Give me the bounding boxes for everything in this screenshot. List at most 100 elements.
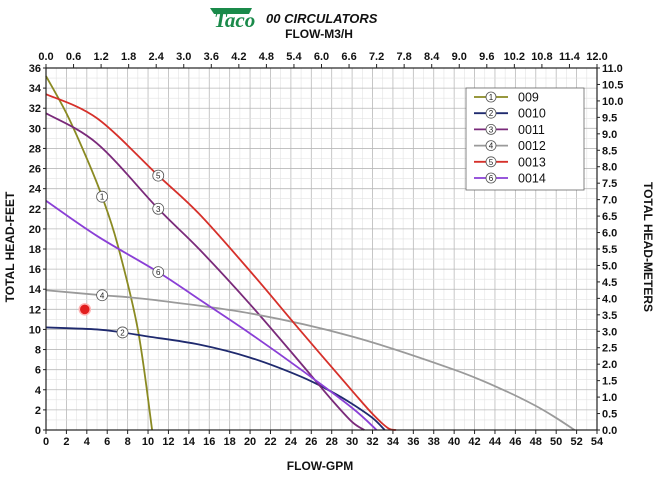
curve-marker-label: 4 bbox=[100, 291, 105, 300]
y2-tick-label: 9.0 bbox=[602, 129, 617, 141]
y-tick-label: 24 bbox=[29, 184, 42, 196]
curve-marker-0013 bbox=[152, 169, 165, 182]
legend-label: 0014 bbox=[518, 172, 546, 186]
x2-axis-title: FLOW-M3/H bbox=[285, 27, 353, 41]
series-line-0012 bbox=[45, 289, 576, 431]
x2-tick-label: 2.4 bbox=[149, 51, 165, 63]
x-tick-label: 48 bbox=[530, 436, 542, 448]
curve-marker-0011 bbox=[152, 202, 165, 215]
plot-border bbox=[45, 67, 598, 431]
operating-point bbox=[78, 303, 92, 316]
x-tick-label: 20 bbox=[244, 436, 256, 448]
series-line-0014 bbox=[45, 199, 378, 431]
x-tick-label: 32 bbox=[366, 436, 378, 448]
x-tick-label: 38 bbox=[428, 436, 440, 448]
x-axis-ticks: 0 2 4 6 8 10 12 14 16 18 20 22 24 26 28 30 32 34 36 38 40 42 4… bbox=[43, 430, 604, 448]
legend-marker bbox=[485, 172, 497, 184]
y2-tick-label: 7.5 bbox=[602, 178, 617, 190]
x2-tick-label: 8.4 bbox=[424, 51, 440, 63]
legend-marker bbox=[485, 107, 497, 119]
x2-tick-label: 9.0 bbox=[452, 51, 467, 63]
curve-marker-0012 bbox=[96, 289, 109, 302]
y2-tick-label: 3.0 bbox=[602, 326, 617, 338]
curve-marker-0010 bbox=[116, 326, 129, 339]
x-tick-label: 52 bbox=[570, 436, 582, 448]
x-tick-label: 44 bbox=[489, 436, 502, 448]
x-tick-label: 22 bbox=[264, 436, 276, 448]
x2-tick-label: 6.0 bbox=[314, 51, 329, 63]
x2-tick-label: 7.8 bbox=[397, 51, 412, 63]
x-tick-label: 30 bbox=[346, 436, 358, 448]
legend-box bbox=[465, 87, 585, 191]
x-tick-label: 24 bbox=[285, 436, 298, 448]
legend-marker bbox=[485, 140, 497, 152]
x2-tick-label: 4.8 bbox=[259, 51, 274, 63]
y2-tick-label: 6.5 bbox=[602, 211, 617, 223]
legend-label: 0013 bbox=[518, 155, 546, 169]
x2-tick-label: 4.2 bbox=[231, 51, 246, 63]
x2-tick-label: 3.0 bbox=[176, 51, 191, 63]
y2-tick-label: 11.0 bbox=[602, 63, 623, 75]
legend-marker-label: 3 bbox=[489, 125, 494, 134]
x-tick-label: 4 bbox=[84, 436, 91, 448]
legend-marker-label: 2 bbox=[489, 109, 494, 118]
y2-tick-label: 5.5 bbox=[602, 244, 617, 256]
y2-tick-label: 0.0 bbox=[602, 425, 617, 437]
y2-tick-label: 2.5 bbox=[602, 343, 617, 355]
x2-tick-label: 0.0 bbox=[38, 51, 53, 63]
y-tick-label: 22 bbox=[29, 204, 41, 216]
y-tick-label: 8 bbox=[35, 345, 41, 357]
y-tick-label: 36 bbox=[29, 63, 41, 75]
y-tick-label: 6 bbox=[35, 365, 41, 377]
series-line-009 bbox=[45, 75, 154, 431]
legend: 1 009 2 0010 3 0011 4 0012 5 0013 6 0014 bbox=[465, 87, 585, 191]
y2-tick-label: 0.5 bbox=[602, 409, 617, 421]
x-tick-label: 36 bbox=[407, 436, 419, 448]
legend-marker-label: 4 bbox=[489, 142, 494, 151]
y2-tick-label: 3.5 bbox=[602, 310, 617, 322]
y2-tick-label: 4.0 bbox=[602, 293, 617, 305]
series-line-0011 bbox=[45, 112, 365, 431]
legend-marker bbox=[485, 91, 497, 103]
chart-title: 00 CIRCULATORS bbox=[266, 11, 378, 26]
y2-tick-label: 8.5 bbox=[602, 145, 617, 157]
y-tick-label: 10 bbox=[29, 324, 41, 336]
x2-tick-label: 3.6 bbox=[204, 51, 219, 63]
x-tick-label: 10 bbox=[142, 436, 154, 448]
y2-tick-label: 10.0 bbox=[602, 96, 623, 108]
y-tick-label: 34 bbox=[29, 83, 42, 95]
y-tick-label: 30 bbox=[29, 123, 41, 135]
y2-tick-label: 2.0 bbox=[602, 359, 617, 371]
series-markers: 1 2 3 4 5 6 bbox=[96, 169, 165, 339]
y-tick-label: 26 bbox=[29, 164, 41, 176]
y-tick-label: 0 bbox=[35, 425, 41, 437]
y2-tick-label: 4.5 bbox=[602, 277, 617, 289]
x-tick-label: 46 bbox=[509, 436, 521, 448]
legend-marker-label: 6 bbox=[489, 174, 494, 183]
x2-tick-label: 5.4 bbox=[286, 51, 302, 63]
x2-tick-label: 10.2 bbox=[504, 51, 525, 63]
x2-tick-label: 1.2 bbox=[93, 51, 108, 63]
points bbox=[78, 303, 92, 316]
series-lines bbox=[45, 75, 576, 431]
x-tick-label: 28 bbox=[326, 436, 338, 448]
x-tick-label: 2 bbox=[63, 436, 69, 448]
y-tick-label: 20 bbox=[29, 224, 41, 236]
brand-logo-text: Taco bbox=[214, 8, 255, 32]
x-tick-label: 8 bbox=[125, 436, 131, 448]
x2-tick-label: 10.8 bbox=[531, 51, 552, 63]
legend-label: 0011 bbox=[518, 123, 545, 137]
y2-axis-title: TOTAL HEAD-METERS bbox=[641, 182, 655, 312]
brand-logo: Taco bbox=[210, 8, 255, 32]
series-line-0010 bbox=[45, 326, 386, 431]
y-tick-label: 12 bbox=[29, 304, 41, 316]
legend-label: 0010 bbox=[518, 107, 546, 121]
curve-marker-label: 2 bbox=[120, 328, 125, 337]
x-axis-title: FLOW-GPM bbox=[287, 459, 353, 473]
y2-tick-label: 1.0 bbox=[602, 392, 617, 404]
y2-tick-label: 9.5 bbox=[602, 112, 617, 124]
series-line-0013 bbox=[45, 93, 397, 431]
curve-marker-label: 6 bbox=[156, 268, 161, 277]
